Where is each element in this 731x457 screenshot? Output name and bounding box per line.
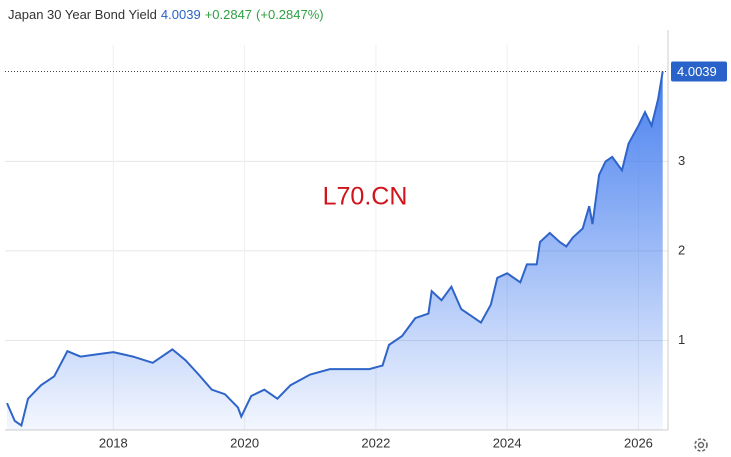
watermark: L70.CN	[323, 183, 408, 211]
line	[6, 71, 664, 428]
last-price: 4.0039	[160, 7, 201, 22]
y-tick-label: 2	[678, 242, 685, 257]
title: Japan 30 Year Bond Yield	[8, 7, 157, 22]
x-tick-label: 2022	[361, 435, 390, 450]
change: +0.2847	[204, 7, 253, 22]
settings-icon[interactable]	[694, 438, 708, 452]
x-tick-label: 2026	[624, 435, 653, 450]
y-tick-label: 1	[678, 332, 685, 347]
last-value-tag	[671, 61, 727, 82]
x-tick-label: 2020	[230, 435, 259, 450]
header: Japan 30 Year Bond Yield 4.0039 +0.2847 (+0…	[8, 7, 328, 22]
change-pct: (+0.2847%)	[256, 7, 324, 22]
x-tick-label: 2024	[493, 435, 522, 450]
area-fill	[6, 71, 663, 430]
x-tick-label: 2018	[99, 435, 128, 450]
gear-hole	[697, 441, 705, 449]
gear	[694, 438, 708, 452]
last-value-label: 4.0039	[677, 64, 717, 79]
y-tick-label: 3	[678, 153, 685, 168]
